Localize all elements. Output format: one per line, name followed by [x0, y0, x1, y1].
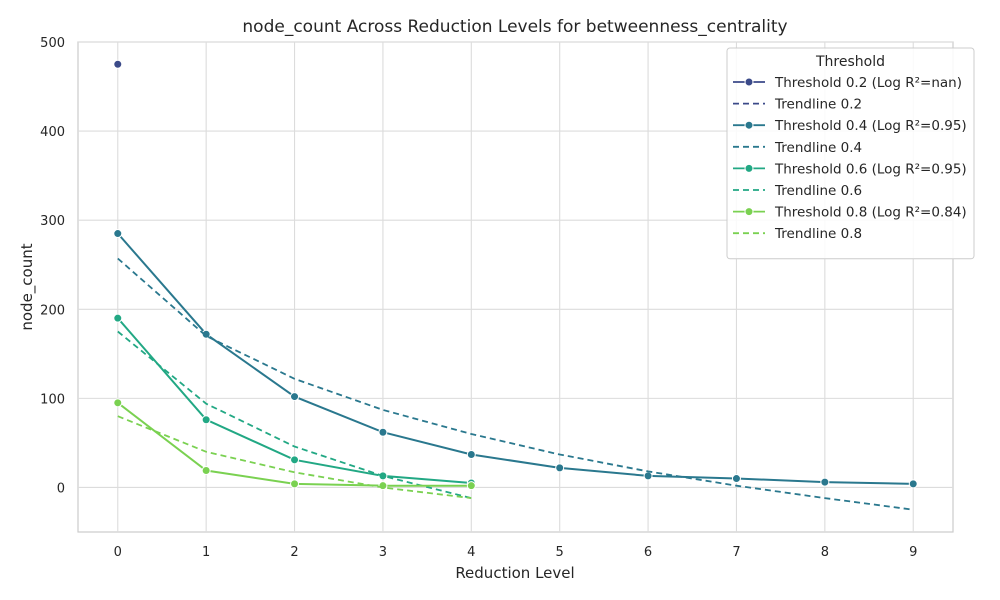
legend-label: Threshold 0.8 (Log R²=0.84)	[774, 205, 967, 221]
legend-label: Trendline 0.8	[774, 226, 862, 242]
series-5	[117, 330, 472, 499]
y-tick-label: 100	[40, 392, 65, 407]
x-tick-label: 9	[909, 545, 917, 560]
series-6	[113, 398, 476, 491]
data-point	[731, 474, 741, 484]
legend-label: Threshold 0.2 (Log R²=nan)	[774, 75, 962, 91]
legend-label: Trendline 0.2	[774, 97, 862, 113]
legend-entry: Trendline 0.8	[733, 226, 862, 242]
legend-label: Threshold 0.6 (Log R²=0.95)	[774, 161, 967, 177]
trendline	[117, 415, 472, 499]
series-2	[113, 229, 918, 489]
y-tick-label: 300	[40, 214, 65, 229]
data-point	[908, 479, 918, 489]
y-tick-label: 0	[57, 481, 65, 496]
trendline	[117, 257, 914, 511]
data-point	[378, 481, 388, 491]
series-7	[117, 415, 472, 499]
tick-labels: 0 1 2 3 4 5 6 7 8 9 0 100 200 300 400 500	[40, 36, 917, 560]
data-point	[290, 392, 300, 402]
legend-marker	[744, 77, 754, 87]
y-axis-label: node_count	[18, 243, 37, 330]
data-point	[290, 479, 300, 489]
data-point	[113, 313, 123, 323]
legend-label: Trendline 0.6	[774, 183, 862, 199]
data-point	[113, 59, 123, 69]
data-point	[820, 477, 830, 487]
y-tick-label: 400	[40, 125, 65, 140]
legend-label: Trendline 0.4	[774, 140, 862, 156]
legend: Threshold Threshold 0.2 (Log R²=nan) Trend…	[726, 47, 975, 260]
legend-entry: Trendline 0.4	[733, 140, 862, 156]
x-tick-label: 7	[732, 545, 740, 560]
legend-marker	[744, 207, 754, 217]
legend-entry: Trendline 0.6	[733, 183, 862, 199]
data-point	[555, 463, 565, 473]
series-line	[117, 232, 914, 485]
x-axis-label: Reduction Level	[455, 564, 574, 582]
series-0	[113, 59, 123, 69]
data-point	[643, 471, 653, 481]
x-tick-label: 4	[467, 545, 475, 560]
x-tick-label: 5	[556, 545, 564, 560]
data-point	[290, 455, 300, 465]
x-tick-label: 3	[379, 545, 387, 560]
series-layer	[113, 59, 918, 511]
data-point	[113, 229, 123, 239]
x-tick-label: 2	[290, 545, 298, 560]
x-tick-label: 0	[114, 545, 122, 560]
legend-label: Threshold 0.4 (Log R²=0.95)	[774, 118, 967, 134]
data-point	[113, 398, 123, 408]
legend-box	[726, 47, 975, 260]
legend-entry: Trendline 0.2	[733, 97, 862, 113]
legend-marker	[744, 120, 754, 130]
data-point	[378, 427, 388, 437]
data-point	[466, 481, 476, 491]
x-tick-label: 6	[644, 545, 652, 560]
legend-marker	[744, 163, 754, 173]
x-tick-label: 1	[202, 545, 210, 560]
legend-title: Threshold	[815, 54, 885, 70]
x-tick-label: 8	[821, 545, 829, 560]
y-tick-label: 500	[40, 36, 65, 51]
legend-entry: Threshold 0.6 (Log R²=0.95)	[733, 161, 967, 177]
series-3	[117, 257, 914, 511]
legend-entry: Threshold 0.4 (Log R²=0.95)	[733, 118, 967, 134]
data-point	[201, 329, 211, 339]
data-point	[201, 415, 211, 425]
chart-title: node_count Across Reduction Levels for b…	[242, 17, 787, 37]
legend-entry: Threshold 0.8 (Log R²=0.84)	[733, 205, 967, 221]
data-point	[201, 466, 211, 476]
y-tick-label: 200	[40, 303, 65, 318]
legend-entry: Threshold 0.2 (Log R²=nan)	[733, 75, 962, 91]
trendline	[117, 330, 472, 499]
data-point	[466, 449, 476, 459]
